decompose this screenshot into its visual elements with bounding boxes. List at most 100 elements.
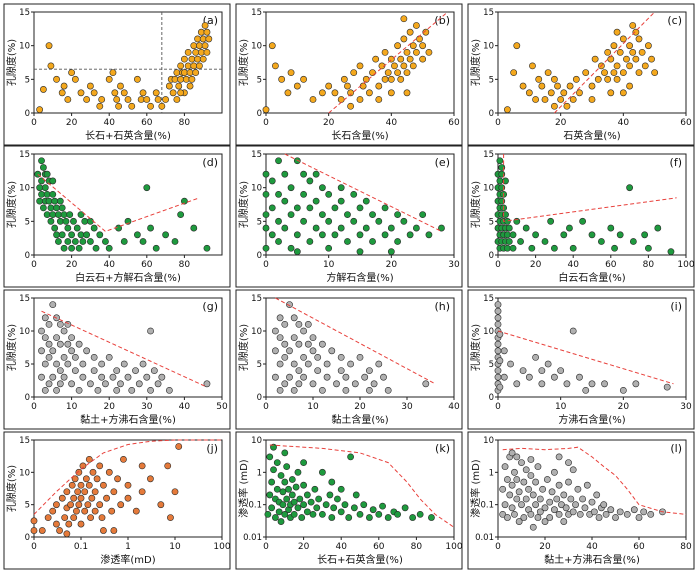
data-point: [519, 82, 527, 90]
panel-label: (e): [435, 156, 450, 169]
data-point: [529, 523, 537, 531]
data-point: [71, 353, 79, 361]
data-point: [311, 485, 319, 493]
data-point: [641, 62, 649, 70]
panel-e: 0 10 20 30 0 5 10 15 方解石含量(%) 孔隙度(%) (e): [235, 145, 463, 288]
data-point: [96, 102, 104, 110]
data-point: [375, 96, 383, 103]
data-point: [53, 520, 60, 528]
data-point: [30, 527, 38, 534]
data-point: [64, 360, 72, 368]
data-point: [53, 386, 60, 394]
y-tick-label: 0: [257, 109, 262, 119]
data-point: [64, 238, 72, 245]
data-point: [638, 49, 646, 56]
data-point: [394, 238, 401, 245]
data-point: [419, 42, 427, 50]
data-point: [375, 510, 383, 518]
y-tick-label: 0.1: [248, 501, 262, 511]
data-point: [45, 380, 53, 388]
y-tick-label: 0: [257, 251, 262, 261]
data-point: [290, 386, 298, 394]
data-point: [56, 340, 64, 348]
data-point: [309, 380, 317, 388]
data-point: [47, 217, 55, 225]
data-point: [292, 483, 300, 491]
data-point: [361, 373, 369, 381]
data-point: [203, 380, 211, 388]
data-point: [632, 28, 640, 36]
data-point: [569, 508, 577, 516]
data-point: [281, 320, 289, 328]
data-point: [290, 510, 298, 518]
data-point: [271, 327, 279, 335]
data-point: [590, 508, 598, 516]
data-point: [513, 42, 521, 50]
data-point: [30, 517, 38, 525]
data-point: [362, 75, 370, 83]
y-tick-label: 0.01: [243, 533, 262, 543]
data-point: [286, 347, 293, 355]
data-point: [309, 96, 317, 103]
data-point: [296, 495, 304, 503]
data-point: [318, 340, 326, 348]
data-point: [68, 231, 75, 239]
data-point: [539, 485, 547, 493]
data-point: [553, 495, 561, 503]
data-point: [494, 307, 502, 315]
data-point: [503, 231, 511, 239]
data-point: [412, 224, 420, 232]
data-point: [384, 386, 392, 394]
x-axis-label: 白云石含量(%): [558, 271, 625, 284]
data-point: [109, 373, 117, 381]
data-point: [201, 42, 209, 50]
data-point: [494, 320, 502, 328]
data-point: [613, 28, 621, 36]
x-tick-label: 30: [680, 402, 692, 412]
x-tick-label: 0: [263, 260, 269, 270]
data-point: [591, 55, 599, 63]
data-point: [544, 69, 552, 76]
data-point: [648, 55, 655, 63]
data-point: [350, 190, 358, 198]
data-point: [293, 204, 301, 212]
panel-label: (b): [434, 14, 450, 27]
data-point: [41, 360, 49, 368]
x-tick-label: 40: [448, 402, 460, 412]
data-point: [108, 507, 116, 515]
panel-c: 0 20 40 60 0 5 10 15 石英含量(%) 孔隙度(%) (c): [467, 3, 695, 146]
data-point: [275, 508, 283, 516]
data-point: [147, 327, 154, 335]
data-point: [40, 204, 47, 212]
data-point: [89, 468, 97, 476]
data-point: [47, 62, 55, 70]
data-point: [394, 42, 401, 50]
data-point: [85, 455, 93, 463]
data-point: [508, 481, 516, 489]
data-point: [281, 170, 289, 178]
data-point: [548, 488, 556, 496]
data-point: [77, 231, 85, 239]
data-point: [73, 507, 80, 515]
data-point: [271, 514, 279, 521]
data-point: [510, 69, 518, 76]
x-tick-label: 20: [539, 542, 551, 552]
data-point: [626, 184, 633, 192]
x-tick-label: 0: [495, 402, 501, 412]
data-point: [51, 197, 59, 205]
data-point: [562, 504, 570, 512]
panel-d: 0 20 40 60 80 0 5 10 15 白云石+方解石含量(%) 孔隙度(%) (d): [3, 145, 231, 288]
data-point: [152, 244, 160, 252]
data-point: [619, 69, 627, 76]
data-point: [58, 89, 66, 97]
y-tick-label: 0: [489, 251, 494, 261]
data-point: [300, 190, 307, 198]
data-point: [94, 386, 102, 394]
data-point: [438, 224, 445, 232]
data-point: [120, 455, 127, 463]
x-tick-label: 0.1: [74, 542, 88, 552]
data-point: [347, 453, 354, 461]
y-axis-label: 孔隙度(%): [469, 324, 482, 371]
data-point: [293, 82, 301, 90]
data-point: [312, 224, 320, 232]
